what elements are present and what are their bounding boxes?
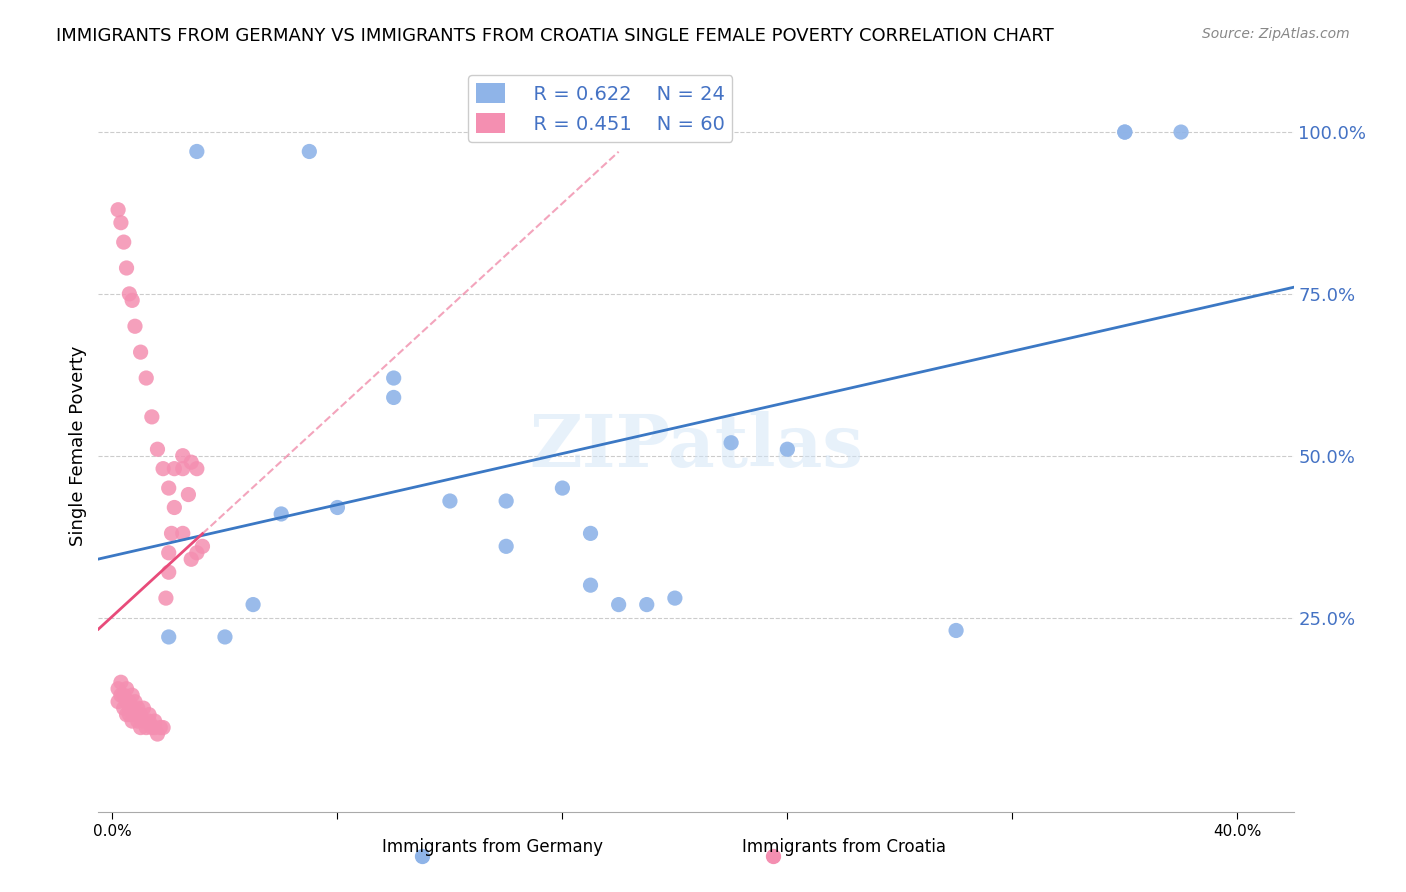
Point (664, 591, 686, 606)
Point (107, 202, 129, 217)
Point (138, 714, 160, 728)
Point (551, 481, 574, 495)
Point (1170, 125, 1192, 139)
Point (186, 461, 208, 475)
Point (157, 630, 180, 644)
Point (636, 598, 658, 612)
Point (495, 539, 517, 553)
Point (138, 707, 160, 722)
Point (382, 371, 405, 385)
Point (1114, 125, 1136, 139)
Point (439, 494, 461, 508)
Point (141, 721, 163, 735)
Point (180, 455, 202, 469)
Text: IMMIGRANTS FROM GERMANY VS IMMIGRANTS FROM CROATIA SINGLE FEMALE POVERTY CORRELA: IMMIGRANTS FROM GERMANY VS IMMIGRANTS FR… (56, 27, 1054, 45)
Point (141, 409, 163, 424)
Text: ZIPatlas: ZIPatlas (529, 410, 863, 482)
Point (124, 695, 146, 709)
Point (110, 688, 132, 702)
Point (186, 145, 208, 159)
Point (762, 849, 785, 863)
Text: Immigrants from Germany: Immigrants from Germany (381, 838, 603, 856)
Point (118, 695, 141, 709)
Point (115, 695, 138, 709)
Point (118, 286, 141, 301)
Point (121, 293, 143, 308)
Point (129, 721, 152, 735)
Point (1114, 125, 1136, 139)
Point (127, 701, 149, 715)
Point (112, 701, 135, 715)
Point (298, 145, 321, 159)
Point (326, 500, 349, 515)
Point (110, 216, 132, 230)
Point (112, 688, 135, 702)
Point (157, 546, 180, 560)
Point (945, 624, 967, 638)
Text: Source: ZipAtlas.com: Source: ZipAtlas.com (1202, 27, 1350, 41)
Point (155, 591, 177, 606)
Point (129, 345, 152, 359)
Point (115, 260, 138, 275)
Point (172, 449, 194, 463)
Point (132, 701, 155, 715)
Point (129, 707, 152, 722)
Point (107, 681, 129, 696)
Point (495, 494, 517, 508)
Point (121, 701, 143, 715)
Point (121, 714, 143, 728)
Point (180, 552, 202, 566)
Point (107, 695, 129, 709)
Point (157, 566, 180, 580)
Point (132, 714, 155, 728)
Point (270, 507, 292, 521)
Point (720, 435, 742, 450)
Point (112, 235, 135, 249)
Point (143, 714, 166, 728)
Legend:   R = 0.622    N = 24,   R = 0.451    N = 60: R = 0.622 N = 24, R = 0.451 N = 60 (468, 75, 733, 142)
Point (124, 707, 146, 722)
Point (124, 319, 146, 334)
Point (115, 707, 138, 722)
Point (163, 500, 186, 515)
Point (177, 487, 200, 501)
Point (160, 526, 183, 541)
Point (607, 598, 630, 612)
Point (579, 578, 602, 592)
Point (127, 714, 149, 728)
Point (121, 688, 143, 702)
Point (242, 598, 264, 612)
Point (146, 442, 169, 457)
Point (186, 546, 208, 560)
Point (135, 371, 157, 385)
Point (411, 849, 433, 863)
Point (172, 461, 194, 475)
Point (152, 721, 174, 735)
Point (163, 461, 186, 475)
Point (110, 675, 132, 690)
Point (118, 707, 141, 722)
Point (157, 481, 180, 495)
Text: Immigrants from Croatia: Immigrants from Croatia (741, 838, 946, 856)
Point (135, 721, 157, 735)
Point (152, 461, 174, 475)
Point (115, 681, 138, 696)
Point (382, 391, 405, 405)
Point (149, 721, 172, 735)
Point (118, 701, 141, 715)
Point (143, 721, 166, 735)
Y-axis label: Single Female Poverty: Single Female Poverty (69, 346, 87, 546)
Point (172, 526, 194, 541)
Point (191, 539, 214, 553)
Point (214, 630, 236, 644)
Point (776, 442, 799, 457)
Point (146, 727, 169, 741)
Point (579, 526, 602, 541)
